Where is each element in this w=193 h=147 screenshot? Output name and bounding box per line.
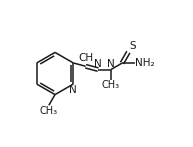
Text: CH₃: CH₃ [39, 106, 57, 116]
Text: CH: CH [78, 53, 93, 63]
Text: CH₃: CH₃ [102, 81, 120, 91]
Text: N: N [69, 85, 77, 95]
Text: N: N [107, 59, 115, 69]
Text: S: S [129, 41, 136, 51]
Text: N: N [94, 59, 102, 69]
Text: NH₂: NH₂ [135, 58, 155, 68]
